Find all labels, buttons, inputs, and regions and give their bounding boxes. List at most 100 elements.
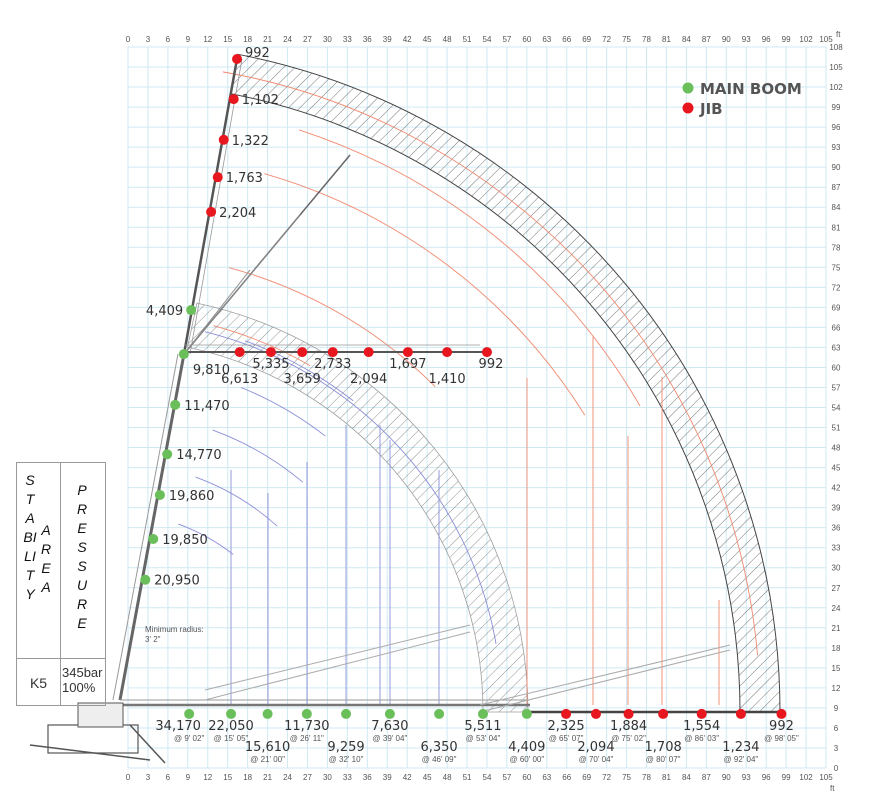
jib-load-point (212, 172, 223, 183)
main-boom-load-point (477, 708, 488, 719)
main-boom-load-point (186, 305, 197, 316)
x-tick-label-bottom: 90 (722, 773, 731, 782)
x-tick-label-top: 27 (303, 35, 312, 44)
load-label: 22,050 (208, 719, 254, 734)
stability-values: K5 345bar 100% (17, 658, 105, 706)
x-tick-label-bottom: 69 (582, 773, 591, 782)
x-tick-label-bottom: 102 (799, 773, 813, 782)
jib-radius-arc (213, 325, 311, 366)
x-tick-label-top: 96 (762, 35, 771, 44)
y-tick-label: 21 (832, 624, 841, 633)
load-label: 4,409 (146, 304, 183, 319)
y-tick-label: 48 (832, 444, 841, 453)
x-tick-label-bottom: 0 (126, 773, 131, 782)
load-label: 1,884 (610, 719, 647, 734)
x-tick-label-bottom: 51 (463, 773, 472, 782)
x-tick-label-bottom: 66 (562, 773, 571, 782)
jib-load-point (590, 708, 601, 719)
x-tick-label-bottom: 63 (542, 773, 551, 782)
load-label: 5,511 (464, 719, 501, 734)
x-tick-label-top: 93 (742, 35, 751, 44)
min-radius-value: 3' 2" (145, 635, 161, 644)
jib-load-point (561, 708, 572, 719)
jib-radius-arc (222, 71, 758, 656)
jib-load-point (402, 347, 413, 358)
load-label: 19,860 (169, 489, 215, 504)
main-boom-load-point (341, 708, 352, 719)
pressure-value: 345bar 100% (62, 665, 102, 695)
x-tick-label-top: 39 (383, 35, 392, 44)
load-label: 2,325 (547, 719, 584, 734)
load-label: 992 (769, 719, 794, 734)
jib-radius-arc (228, 267, 436, 388)
jib-load-point (327, 347, 338, 358)
x-tick-label-bottom: 87 (702, 773, 711, 782)
jib-load-point (481, 347, 492, 358)
legend-jib: JIB (699, 100, 723, 118)
x-tick-label-bottom: 39 (383, 773, 392, 782)
y-tick-label: 30 (832, 564, 841, 573)
y-tick-label: 6 (834, 724, 839, 733)
load-label: 1,763 (226, 171, 263, 186)
x-tick-label-bottom: 75 (622, 773, 631, 782)
load-label: 9,259 (327, 740, 364, 755)
x-tick-label-top: 24 (283, 35, 292, 44)
load-label: 7,630 (371, 719, 408, 734)
x-tick-label-bottom: 6 (166, 773, 171, 782)
main-boom-load-point (384, 708, 395, 719)
x-tick-label-bottom: 27 (303, 773, 312, 782)
legend-jib-marker (682, 102, 694, 114)
x-tick-label-bottom: 42 (403, 773, 412, 782)
load-label: 11,730 (284, 719, 330, 734)
jib-load-point (442, 347, 453, 358)
jib-load-point (297, 347, 308, 358)
jib-raised-40 (183, 269, 251, 355)
x-tick-label-top: 21 (263, 35, 272, 44)
min-radius-label: Minimum radius: (145, 625, 204, 634)
x-tick-label-top: 45 (423, 35, 432, 44)
x-tick-label-bottom: 60 (522, 773, 531, 782)
area-label: AREA (40, 522, 52, 595)
load-label: 1,708 (645, 740, 682, 755)
jib-raised-50 (183, 214, 301, 355)
x-unit-bottom: ft (830, 784, 835, 793)
y-tick-label: 69 (832, 303, 841, 312)
jib-low-angle (479, 644, 731, 706)
main-boom-load-point (148, 534, 159, 545)
jib-load-point (623, 708, 634, 719)
jib-load-point (776, 708, 787, 719)
model-value: K5 (17, 659, 61, 706)
load-label: 6,613 (221, 372, 258, 387)
y-tick-label: 84 (832, 203, 841, 212)
y-tick-label: 87 (832, 183, 841, 192)
x-tick-label-top: 30 (323, 35, 332, 44)
jib-vertical-edge (189, 58, 243, 355)
main-boom-vertical-edge (112, 353, 179, 701)
x-tick-label-bottom: 3 (146, 773, 151, 782)
radius-label: @ 21' 00" (250, 755, 285, 764)
y-tick-label: 54 (832, 404, 841, 413)
load-label: 2,094 (350, 372, 387, 387)
jib-load-point (218, 134, 229, 145)
pressure-bar: 345bar (62, 665, 103, 680)
x-tick-label-top: 36 (363, 35, 372, 44)
y-tick-label: 9 (834, 704, 839, 713)
x-tick-label-top: 60 (522, 35, 531, 44)
load-label: 20,950 (154, 574, 200, 589)
x-tick-label-top: 84 (682, 35, 691, 44)
y-tick-label: 12 (832, 684, 841, 693)
y-tick-label: 39 (832, 504, 841, 513)
x-tick-label-bottom: 48 (443, 773, 452, 782)
x-tick-label-top: 6 (166, 35, 171, 44)
y-tick-label: 78 (832, 243, 841, 252)
x-tick-label-bottom: 93 (742, 773, 751, 782)
y-tick-label: 36 (832, 524, 841, 533)
main-boom-radius-arc (244, 340, 354, 402)
y-tick-label: 90 (832, 163, 841, 172)
radius-label: @ 86' 03" (684, 734, 719, 743)
y-tick-label: 45 (832, 464, 841, 473)
x-tick-label-bottom: 81 (662, 773, 671, 782)
main-boom-load-point (178, 349, 189, 360)
main-boom-load-point (262, 708, 273, 719)
